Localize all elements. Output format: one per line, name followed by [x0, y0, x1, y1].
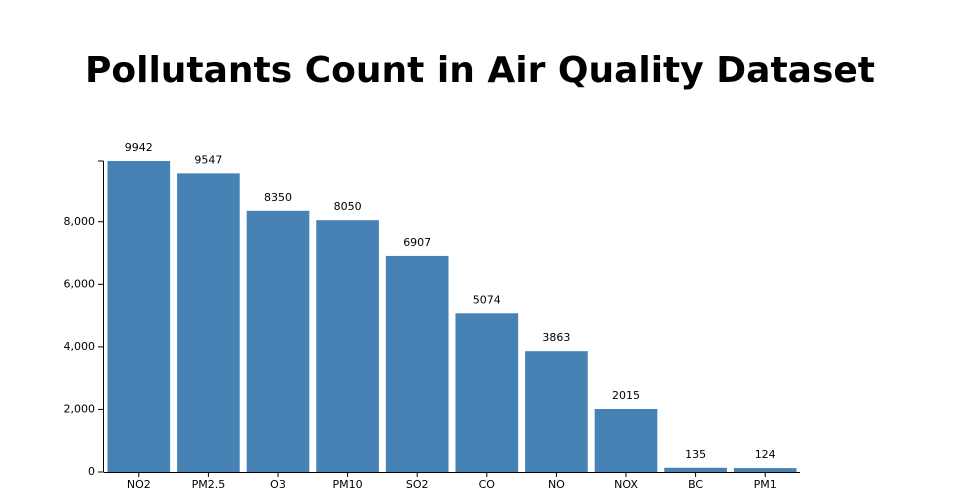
- y-axis: 0 2,000 4,000 6,000 8,000: [64, 160, 104, 478]
- y-tick-label: 8,000: [64, 215, 96, 228]
- x-tick-label: PM2.5: [192, 478, 226, 491]
- bar-o3: [246, 210, 310, 473]
- data-label: 2015: [612, 389, 640, 402]
- data-label: 8050: [334, 200, 362, 213]
- data-label: 9942: [125, 141, 153, 154]
- data-label: 135: [685, 448, 706, 461]
- data-label: 9547: [194, 153, 222, 166]
- y-tick-label: 6,000: [64, 277, 96, 290]
- bar-no: [525, 351, 588, 472]
- x-tick-label: NO: [548, 478, 565, 491]
- bar-pm1: [733, 468, 797, 472]
- data-label: 3863: [542, 331, 570, 344]
- bar-pm10: [316, 220, 379, 472]
- bar-so2: [385, 255, 449, 472]
- chart-title: Pollutants Count in Air Quality Dataset: [85, 50, 875, 91]
- bar-bc: [664, 467, 727, 472]
- x-tick-label: NOX: [614, 478, 638, 491]
- x-tick-label: O3: [270, 478, 286, 491]
- x-tick-label: BC: [688, 478, 703, 491]
- data-labels-group: 9942 9547 8350 8050 6907 5074 3863 2015 135 124: [125, 141, 776, 461]
- x-tick-label: CO: [479, 478, 496, 491]
- x-tick-label: PM10: [333, 478, 363, 491]
- x-tick-label: PM1: [754, 478, 777, 491]
- data-label: 124: [755, 448, 776, 461]
- y-tick-label: 2,000: [64, 402, 96, 415]
- y-tick-label: 0: [88, 465, 95, 478]
- bars-group: [107, 161, 797, 473]
- bar-no2: [107, 161, 171, 472]
- x-tick-label: SO2: [406, 478, 429, 491]
- bar-pm25: [177, 173, 240, 473]
- data-label: 5074: [473, 293, 501, 306]
- data-label: 6907: [403, 236, 431, 249]
- bar-nox: [594, 408, 658, 472]
- data-label: 8350: [264, 191, 292, 204]
- x-axis: NO2 PM2.5 O3 PM10 SO2 CO NO NOX BC PM1: [104, 472, 800, 491]
- x-tick-label: NO2: [127, 478, 151, 491]
- y-tick-label: 4,000: [64, 340, 96, 353]
- bar-co: [455, 313, 519, 472]
